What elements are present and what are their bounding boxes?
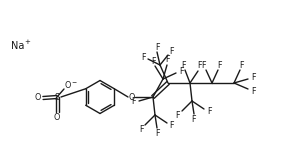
Text: F: F — [192, 114, 196, 124]
Text: F: F — [166, 55, 170, 65]
Text: F: F — [176, 111, 180, 120]
Text: F: F — [170, 121, 174, 129]
Text: S: S — [55, 93, 60, 101]
Text: F: F — [240, 61, 244, 69]
Text: F: F — [252, 73, 256, 83]
Text: O: O — [54, 113, 60, 121]
Text: F: F — [151, 56, 155, 66]
Text: F: F — [252, 86, 256, 96]
Text: O: O — [65, 80, 71, 90]
Text: F: F — [155, 42, 159, 52]
Text: O: O — [35, 93, 41, 103]
Text: F: F — [202, 61, 206, 69]
Text: F: F — [155, 128, 159, 138]
Text: F: F — [132, 97, 136, 106]
Text: F: F — [141, 53, 145, 62]
Text: O: O — [129, 93, 135, 101]
Text: F: F — [139, 124, 143, 134]
Text: F: F — [198, 62, 202, 70]
Text: +: + — [24, 39, 30, 45]
Text: F: F — [169, 46, 173, 55]
Text: −: − — [72, 80, 77, 84]
Text: F: F — [179, 68, 183, 76]
Text: Na: Na — [11, 41, 25, 51]
Text: F: F — [182, 61, 186, 69]
Text: F: F — [207, 107, 211, 115]
Text: F: F — [218, 61, 222, 69]
